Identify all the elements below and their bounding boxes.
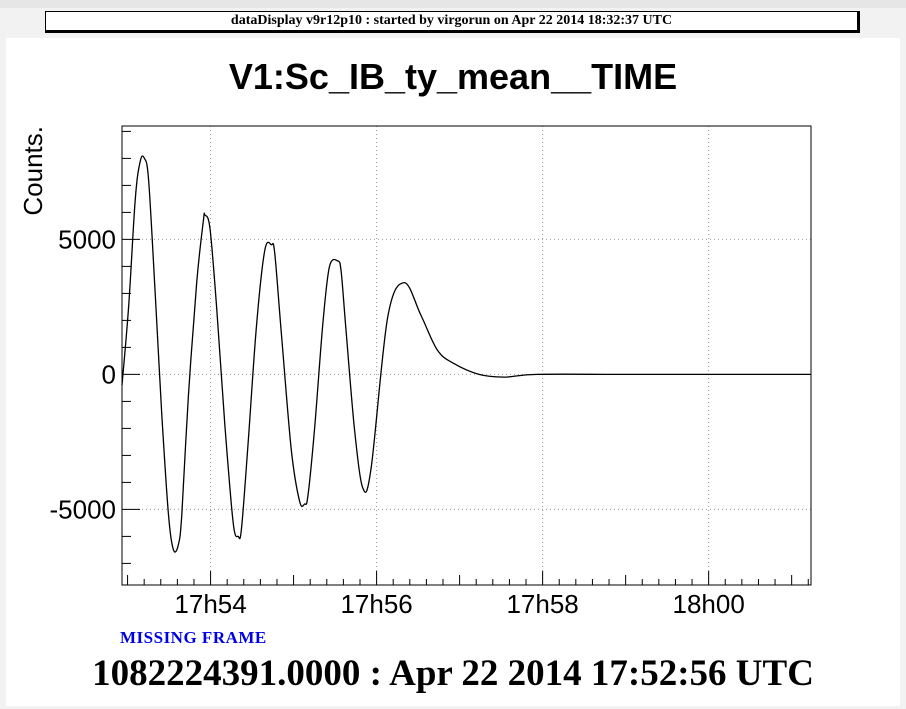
tick-labels: -5000 0 5000 17h54 17h56 17h58 18h00 bbox=[50, 224, 745, 619]
series-line bbox=[121, 155, 811, 553]
plot-panel: V1:Sc_IB_ty_mean__TIME Counts. -5000 0 500… bbox=[6, 38, 900, 706]
window-frame-top bbox=[0, 0, 906, 8]
x-tick-label: 18h00 bbox=[672, 589, 744, 619]
x-tick-label: 17h58 bbox=[506, 589, 578, 619]
chart-title: V1:Sc_IB_ty_mean__TIME bbox=[229, 56, 677, 97]
y-axis-label: Counts. bbox=[18, 126, 48, 216]
y-tick-label: 5000 bbox=[58, 224, 116, 254]
line-chart: V1:Sc_IB_ty_mean__TIME Counts. -5000 0 500… bbox=[18, 56, 812, 619]
missing-frame-label: MISSING FRAME bbox=[120, 628, 267, 647]
y-tick-label: 0 bbox=[102, 359, 116, 389]
app-banner: dataDisplay v9r12p10 : started by virgor… bbox=[45, 11, 860, 33]
grid-lines bbox=[122, 126, 811, 585]
x-tick-label: 17h54 bbox=[174, 589, 246, 619]
gps-timestamp: 1082224391.0000 : Apr 22 2014 17:52:56 U… bbox=[92, 653, 814, 694]
plot-frame bbox=[121, 125, 812, 586]
y-tick-label: -5000 bbox=[50, 494, 117, 524]
x-tick-label: 17h56 bbox=[340, 589, 412, 619]
axis-ticks bbox=[122, 130, 809, 585]
